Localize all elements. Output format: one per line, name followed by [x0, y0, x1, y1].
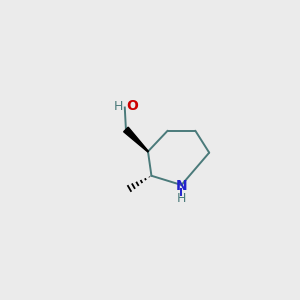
Polygon shape	[124, 127, 148, 152]
Text: H: H	[177, 192, 186, 205]
Text: H: H	[114, 100, 123, 113]
Text: O: O	[127, 99, 138, 113]
Text: N: N	[176, 179, 187, 193]
